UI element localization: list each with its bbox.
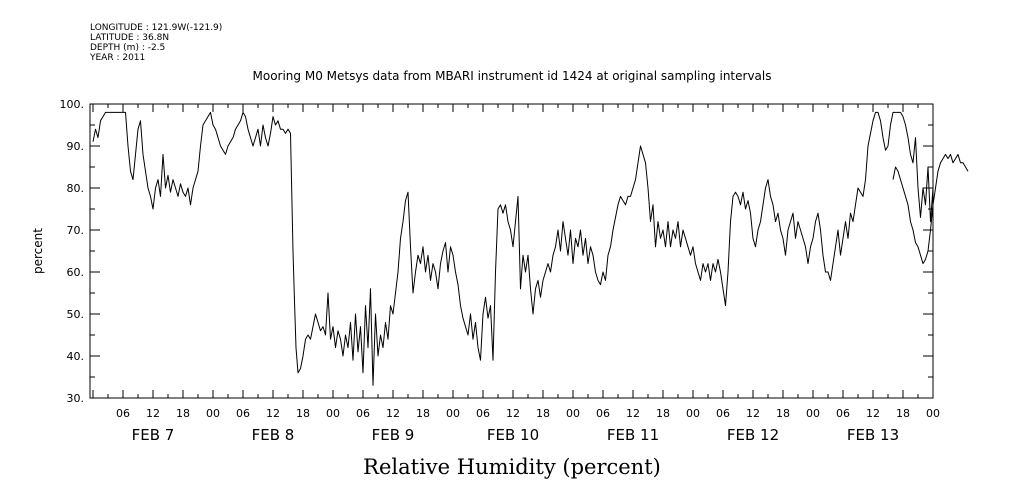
x-hour-tick-label: 18 [536,407,550,420]
chart-title: Mooring M0 Metsys data from MBARI instru… [253,69,772,83]
x-hour-tick-label: 12 [506,407,520,420]
y-tick-label: 90. [67,140,85,153]
x-hour-tick-label: 12 [386,407,400,420]
x-day-label: FEB 10 [487,426,539,444]
y-tick-label: 80. [67,182,85,195]
x-hour-tick-label: 12 [866,407,880,420]
x-axis: 06 12 18 00 06 12 18 00 06 12 18 00 06 12 18 00 06 12 18 00… [92,104,940,444]
x-hour-tick-label: 18 [896,407,910,420]
x-hour-tick-label: 06 [596,407,610,420]
x-hour-tick-label: 00 [926,407,940,420]
y-axis: 30. 40. 50. 60. 70. 80. 90. 100. [60,98,933,405]
year-text: YEAR : 2011 [89,53,145,63]
x-day-label: FEB 9 [372,426,415,444]
y-tick-label: 30. [67,392,85,405]
x-hour-tick-label: 06 [356,407,370,420]
x-hour-tick-label: 00 [806,407,820,420]
x-hour-tick-label: 06 [716,407,730,420]
x-hour-tick-label: 00 [686,407,700,420]
latitude-text: LATITUDE : 36.8N [90,33,169,43]
x-hour-tick-label: 00 [446,407,460,420]
x-hour-tick-label: 18 [296,407,310,420]
longitude-text: LONGITUDE : 121.9W(-121.9) [90,23,222,33]
x-axis-label: Relative Humidity (percent) [363,455,661,479]
x-hour-tick-label: 12 [266,407,280,420]
x-day-label: FEB 13 [847,426,899,444]
x-hour-tick-label: 06 [236,407,250,420]
x-hour-tick-label: 00 [566,407,580,420]
x-hour-tick-label: 18 [656,407,670,420]
x-hour-tick-label: 00 [206,407,220,420]
x-hour-tick-label: 06 [476,407,490,420]
x-hour-tick-label: 06 [836,407,850,420]
y-tick-label: 50. [67,308,85,321]
x-hour-tick-label: 18 [416,407,430,420]
series-line [92,111,934,386]
y-axis-label: percent [31,228,45,274]
y-tick-label: 100. [60,98,85,111]
x-day-label: FEB 8 [252,426,295,444]
y-tick-label: 70. [67,224,85,237]
x-hour-tick-label: 00 [326,407,340,420]
x-hour-tick-label: 06 [116,407,130,420]
x-day-label: FEB 7 [132,426,175,444]
depth-text: DEPTH (m) : -2.5 [90,43,165,53]
series-layer [92,111,969,386]
header-info: LONGITUDE : 121.9W(-121.9) LATITUDE : 36… [89,23,222,63]
x-hour-tick-label: 18 [776,407,790,420]
series-line [892,153,969,265]
x-hour-tick-label: 12 [626,407,640,420]
x-hour-tick-label: 18 [176,407,190,420]
x-hour-tick-label: 12 [746,407,760,420]
x-day-label: FEB 12 [727,426,779,444]
x-day-label: FEB 11 [607,426,659,444]
y-tick-label: 40. [67,350,85,363]
x-hour-tick-label: 12 [146,407,160,420]
y-tick-label: 60. [67,266,85,279]
